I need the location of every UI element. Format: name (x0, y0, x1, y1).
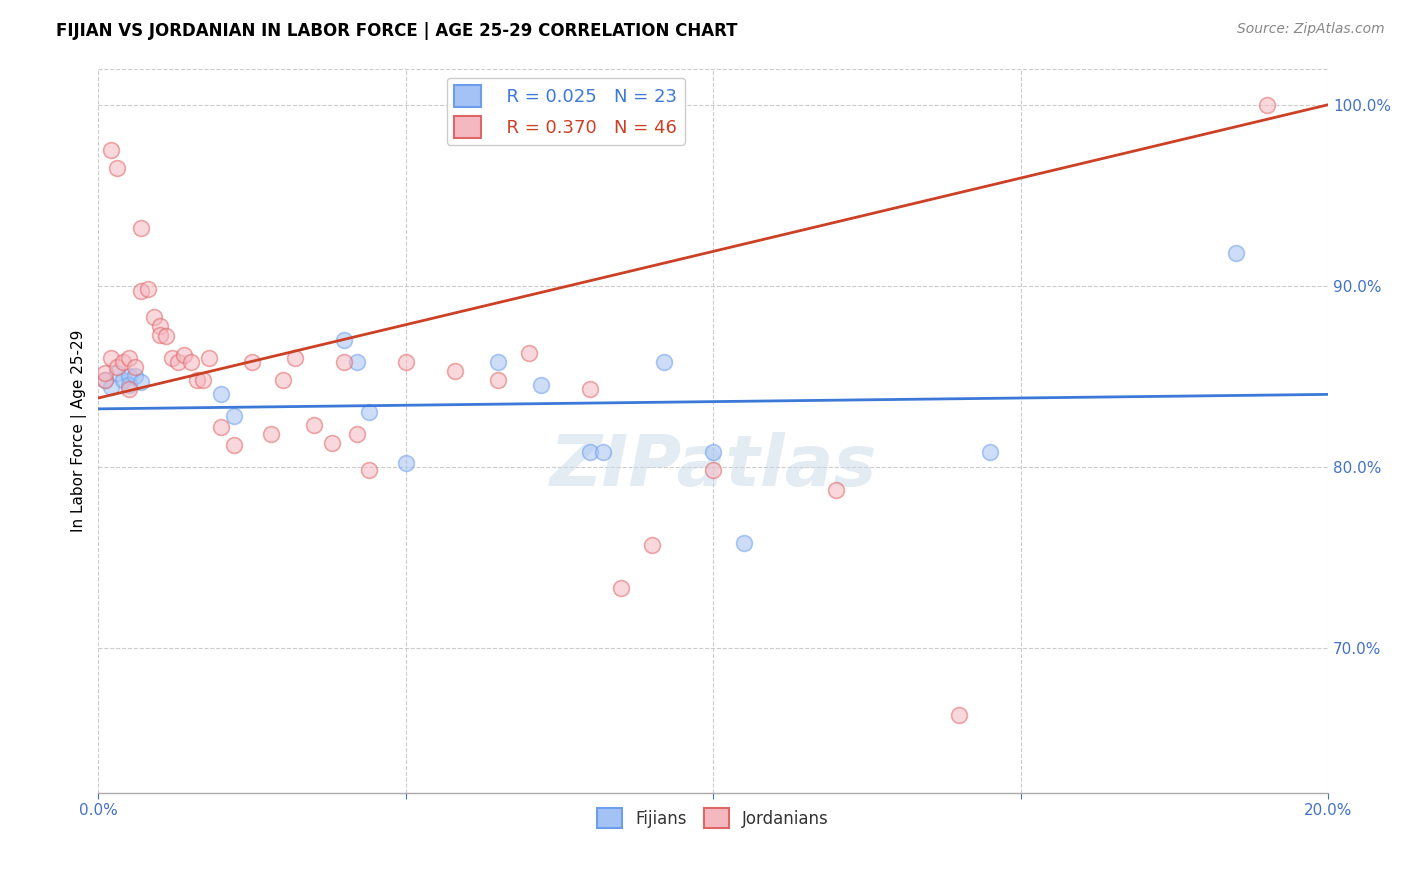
Point (167, 355, 190, 369)
Point (530, 378, 553, 392)
Point (100, 380, 122, 394)
Point (240, 355, 263, 369)
Point (149, 327, 172, 342)
Point (124, 369, 146, 384)
Point (160, 351, 183, 366)
Point (209, 420, 232, 434)
Point (825, 483, 848, 498)
Point (444, 364, 467, 378)
Point (142, 310, 165, 324)
Point (93, 373, 115, 387)
Point (118, 369, 141, 384)
Legend: Fijians, Jordanians: Fijians, Jordanians (591, 801, 835, 835)
Point (702, 463, 724, 477)
Point (186, 373, 208, 387)
Point (93, 366, 115, 380)
Point (131, 375, 153, 389)
Point (93, 373, 115, 387)
Point (302, 418, 325, 433)
Point (346, 355, 368, 369)
Point (180, 355, 202, 369)
Point (271, 373, 294, 387)
Point (610, 581, 633, 595)
Y-axis label: In Labor Force | Age 25-29: In Labor Force | Age 25-29 (72, 329, 87, 532)
Point (105, 161, 128, 175)
Point (111, 355, 134, 369)
Point (209, 387, 232, 401)
Point (333, 355, 356, 369)
Text: ZIPatlas: ZIPatlas (550, 433, 877, 501)
Point (321, 436, 343, 450)
Point (124, 360, 146, 375)
Point (579, 445, 602, 459)
Point (173, 347, 195, 361)
Point (105, 360, 128, 375)
Point (259, 427, 281, 442)
Point (733, 536, 755, 550)
Point (118, 378, 141, 392)
Point (486, 373, 509, 387)
Point (395, 355, 418, 369)
Point (118, 382, 141, 396)
Point (641, 538, 664, 552)
Point (155, 329, 177, 343)
Point (111, 373, 134, 387)
Point (149, 318, 172, 333)
Point (131, 284, 153, 298)
Point (284, 351, 307, 366)
Point (118, 351, 141, 366)
Point (136, 282, 159, 296)
Point (222, 409, 245, 423)
Point (100, 143, 122, 157)
Point (395, 456, 418, 470)
Point (346, 427, 368, 442)
Point (517, 345, 540, 359)
Point (652, 355, 675, 369)
Point (357, 405, 380, 419)
Point (198, 351, 221, 366)
Point (1225, 246, 1247, 260)
Point (592, 445, 614, 459)
Point (357, 463, 380, 477)
Point (579, 382, 602, 396)
Text: FIJIAN VS JORDANIAN IN LABOR FORCE | AGE 25-29 CORRELATION CHART: FIJIAN VS JORDANIAN IN LABOR FORCE | AGE… (56, 22, 738, 40)
Point (100, 351, 122, 366)
Point (702, 445, 724, 459)
Point (222, 438, 245, 452)
Text: Source: ZipAtlas.com: Source: ZipAtlas.com (1237, 22, 1385, 37)
Point (486, 355, 509, 369)
Point (1256, 97, 1278, 112)
Point (979, 445, 1001, 459)
Point (131, 220, 153, 235)
Point (333, 333, 356, 347)
Point (105, 366, 128, 380)
Point (948, 707, 970, 722)
Point (191, 373, 214, 387)
